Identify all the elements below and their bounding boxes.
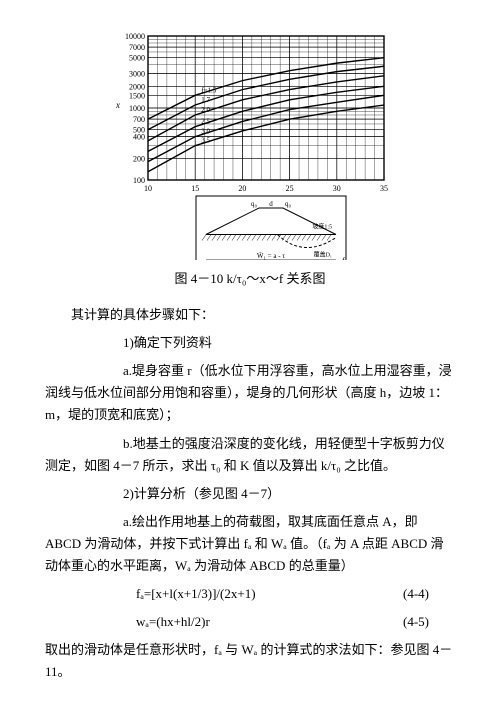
svg-text:d: d	[269, 200, 273, 208]
step-1b: b.地基土的强度沿深度的变化线，用轻便型十字板剪力仪测定，如图 4－7 所示，求…	[45, 433, 455, 477]
calc-steps-intro: 其计算的具体步骤如下：	[45, 304, 455, 326]
svg-text:10000: 10000	[125, 32, 145, 41]
svg-text:700: 700	[133, 115, 145, 124]
formula-4-4-body: fₐ=[x+l(x+1/3)]/(2x+1)	[45, 583, 256, 605]
svg-text:f=1.5: f=1.5	[201, 86, 217, 94]
svg-text:25: 25	[286, 184, 294, 193]
svg-text:35: 35	[380, 184, 388, 193]
step-2-heading: 2)计算分析（参见图 4－7）	[45, 483, 455, 505]
chart-figure: 1002004005007001000150020003000500070001…	[110, 30, 390, 260]
svg-text:200: 200	[133, 154, 145, 163]
formula-4-4-num: (4-4)	[256, 583, 455, 605]
svg-text:30: 30	[333, 184, 341, 193]
svg-text:W̄₁ = a - τ: W̄₁ = a - τ	[257, 252, 285, 260]
svg-text:2.5: 2.5	[201, 118, 210, 126]
svg-text:3.0: 3.0	[201, 128, 210, 136]
formula-4-5-body: wₐ=(hx+hl/2)r	[45, 611, 210, 633]
svg-text:3.5: 3.5	[201, 137, 210, 145]
svg-text:1500: 1500	[129, 91, 145, 100]
step-2a: a.绘出作用地基上的荷载图，取其底面任意点 A，即 ABCD 为滑动体，并按下式…	[45, 511, 455, 577]
svg-text:2.0: 2.0	[201, 106, 210, 114]
figure-caption: 图 4－10 k/τ₀～x～f 关系图	[45, 268, 455, 290]
svg-text:2000: 2000	[129, 82, 145, 91]
formula-4-4: fₐ=[x+l(x+1/3)]/(2x+1) (4-4)	[45, 583, 455, 605]
svg-text:坡度1:5: 坡度1:5	[312, 223, 332, 231]
svg-text:15: 15	[191, 184, 199, 193]
svg-text:q₀: q₀	[251, 200, 258, 208]
svg-text:q₀: q₀	[285, 200, 292, 208]
svg-text:覆盖D₁: 覆盖D₁	[314, 251, 332, 259]
step-1-heading: 1)确定下列资料	[45, 332, 455, 354]
svg-text:5000: 5000	[129, 54, 145, 63]
svg-text:500: 500	[133, 126, 145, 135]
svg-text:x: x	[115, 100, 120, 110]
formula-4-5-num: (4-5)	[210, 611, 455, 633]
svg-text:1000: 1000	[129, 104, 145, 113]
svg-text:10: 10	[144, 184, 152, 193]
arbitrary-shape-note: 取出的滑动体是任意形状时，fₐ 与 Wₐ 的计算式的求法如下：参见图 4－11。	[45, 639, 455, 683]
svg-text:3000: 3000	[129, 70, 145, 79]
svg-text:1.7: 1.7	[201, 96, 210, 104]
step-1a: a.堤身容重 r（低水位下用浮容重，高水位上用湿容重，浸润线与低水位间部分用饱和…	[45, 360, 455, 426]
formula-4-5: wₐ=(hx+hl/2)r (4-5)	[45, 611, 455, 633]
svg-text:7000: 7000	[129, 43, 145, 52]
svg-text:20: 20	[238, 184, 246, 193]
